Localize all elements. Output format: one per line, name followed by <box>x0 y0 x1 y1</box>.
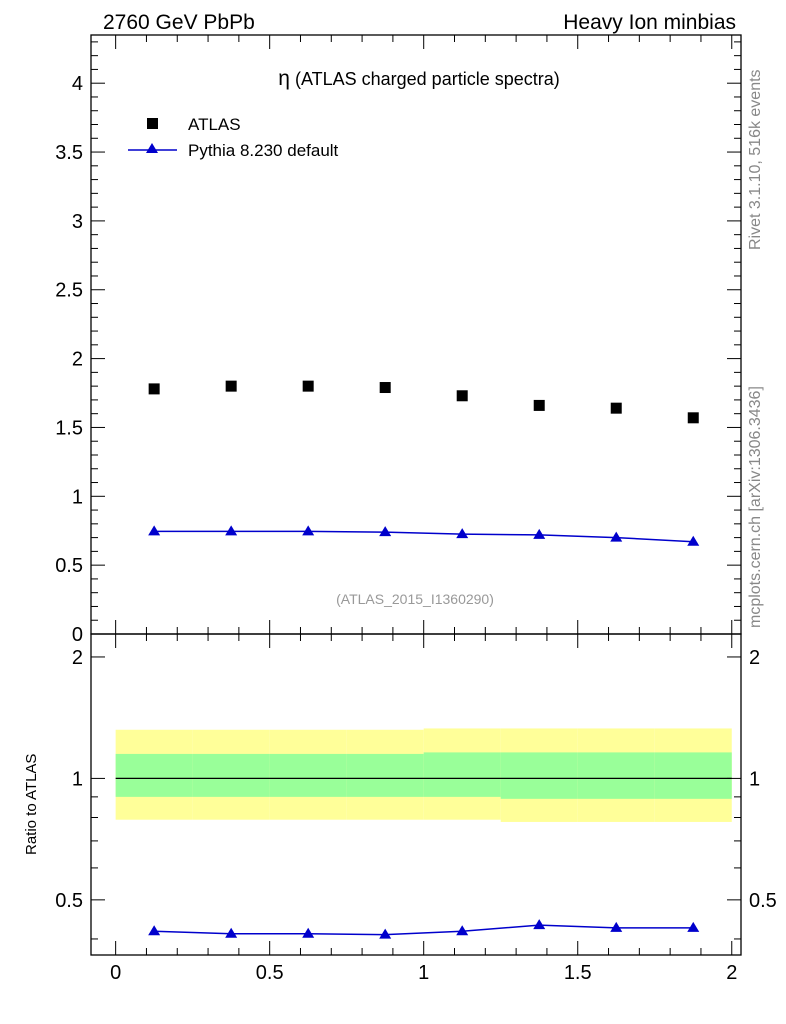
ratio-pythia-point <box>533 919 546 930</box>
ratio-pythia-point <box>148 925 161 936</box>
x-tick-label: 0 <box>110 962 121 984</box>
plot-title: η (ATLAS charged particle spectra) <box>278 67 559 90</box>
main-y-tick-label: 0 <box>72 624 83 646</box>
eta-symbol: η <box>278 67 290 90</box>
atlas-data-point <box>379 382 391 394</box>
x-tick-label: 2 <box>726 962 737 984</box>
legend-atlas-label: ATLAS <box>188 115 241 134</box>
x-tick-label: 1.5 <box>564 962 592 984</box>
stat-uncertainty-band <box>500 752 578 799</box>
pythia-data-point <box>148 525 161 536</box>
main-y-tick-label: 2 <box>72 349 83 371</box>
ratio-pythia-point <box>302 927 315 938</box>
rivet-version-label: Rivet 3.1.10, 516k events <box>747 69 764 250</box>
pythia-data-point <box>687 535 700 546</box>
pythia-data-point <box>225 525 238 536</box>
atlas-data-point <box>610 402 622 414</box>
stat-uncertainty-band <box>192 753 270 797</box>
legend-pythia-label: Pythia 8.230 default <box>188 141 339 160</box>
ratio-y-tick-label-right: 1 <box>749 768 760 790</box>
ratio-y-axis-label: Ratio to ATLAS <box>23 754 40 855</box>
atlas-data-point <box>225 380 237 392</box>
ratio-y-tick-label: 2 <box>72 647 83 669</box>
atlas-data-point <box>302 380 314 392</box>
pythia-data-point <box>302 525 315 536</box>
mcplots-reference-label: mcplots.cern.ch [arXiv:1306.3436] <box>747 386 764 628</box>
pythia-data-point <box>456 528 469 539</box>
ratio-pythia-point <box>456 925 469 936</box>
main-y-tick-label: 0.5 <box>55 555 83 577</box>
main-y-tick-label: 3.5 <box>55 142 83 164</box>
analysis-watermark: (ATLAS_2015_I1360290) <box>336 591 494 607</box>
pythia-data-point <box>379 526 392 537</box>
stat-uncertainty-band <box>269 753 347 797</box>
pythia-data-point <box>533 528 546 539</box>
ratio-y-tick-label: 1 <box>72 768 83 790</box>
legend-atlas-marker <box>147 118 158 129</box>
atlas-data-point <box>533 399 545 411</box>
legend-pythia-marker <box>146 143 158 153</box>
ratio-pythia-point <box>610 921 623 932</box>
stat-uncertainty-band <box>654 752 732 799</box>
atlas-data-point <box>148 383 160 395</box>
stat-uncertainty-band <box>115 753 193 797</box>
header-collision-label: 2760 GeV PbPb <box>103 11 255 34</box>
main-y-tick-label: 4 <box>72 73 83 95</box>
ratio-pythia-point <box>687 921 700 932</box>
ratio-y-tick-label-right: 2 <box>749 647 760 669</box>
ratio-pythia-point <box>379 928 392 939</box>
ratio-y-tick-label: 0.5 <box>55 890 83 912</box>
main-plot-panel: 0 0.5 1 1.5 2 2.5 3 3.5 4 η (ATLAS charged parti… <box>55 34 742 646</box>
main-plot-content: 0 0.5 1 1.5 2 2.5 3 3.5 4 <box>55 34 742 646</box>
main-y-tick-label: 3 <box>72 211 83 233</box>
ratio-y-tick-label-right: 0.5 <box>749 890 777 912</box>
plot-title-text: (ATLAS charged particle spectra) <box>290 69 560 89</box>
ratio-frame <box>90 633 742 956</box>
main-y-tick-label: 1.5 <box>55 417 83 439</box>
ratio-plot-content: 0.5 0.5 1 1 2 2 0 0.5 1 1.5 2 <box>55 633 777 984</box>
atlas-data-point <box>456 390 468 402</box>
stat-uncertainty-band <box>346 753 424 797</box>
ratio-pythia-point <box>225 927 238 938</box>
x-tick-label: 1 <box>418 962 429 984</box>
legend: ATLAS Pythia 8.230 default <box>128 115 339 160</box>
main-y-tick-label: 1 <box>72 486 83 508</box>
pythia-data-point <box>610 531 623 542</box>
main-y-tick-label: 2.5 <box>55 280 83 302</box>
stat-uncertainty-band <box>577 752 655 799</box>
pythia-line <box>154 530 694 543</box>
stat-uncertainty-band <box>423 752 501 797</box>
atlas-data-point <box>687 412 699 424</box>
x-tick-label: 0.5 <box>256 962 284 984</box>
ratio-plot-panel: 0.5 0.5 1 1 2 2 0 0.5 1 1.5 2 Ratio to ATLAS <box>23 633 777 984</box>
ratio-pythia-line <box>154 924 694 936</box>
header-process-label: Heavy Ion minbias <box>563 11 736 34</box>
